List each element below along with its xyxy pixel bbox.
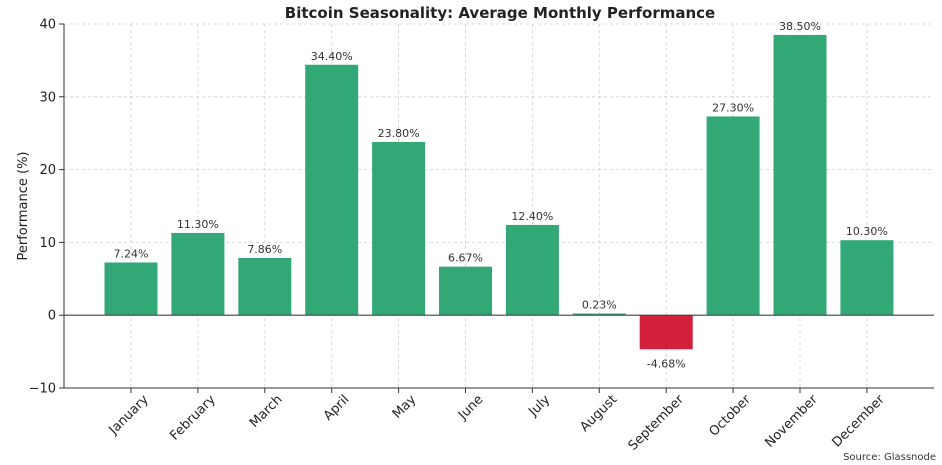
data-label: 11.30% (177, 218, 219, 231)
x-tick-label: January (106, 392, 152, 438)
y-tick-label: 30 (39, 90, 56, 105)
bar-january (104, 262, 158, 316)
bar-july (505, 224, 559, 316)
bar-october (706, 116, 760, 316)
data-label: 6.67% (448, 252, 483, 265)
axes (63, 24, 934, 389)
data-label: 10.30% (846, 225, 888, 238)
data-label: 23.80% (378, 127, 420, 140)
y-tick-label: 0 (48, 309, 56, 324)
bar-september (639, 315, 693, 350)
x-tick-label: August (577, 392, 620, 435)
data-label: 12.40% (511, 210, 553, 223)
chart-title: Bitcoin Seasonality: Average Monthly Per… (285, 4, 715, 22)
x-tick-label: December (829, 392, 888, 451)
bar-june (439, 266, 492, 316)
data-label: 34.40% (311, 50, 353, 63)
y-tick-label: 10 (39, 236, 56, 251)
bars (64, 34, 934, 350)
x-tick-label: September (626, 392, 688, 454)
data-label: 0.23% (582, 299, 617, 312)
x-tick-label: June (455, 392, 486, 423)
y-tick-label: 20 (39, 163, 56, 178)
bar-august (572, 313, 626, 316)
data-labels: 7.24% 11.30% 7.86% 34.40% 23.80% 6.67% 12.40% 0… (114, 20, 888, 370)
x-tick-label: October (707, 392, 755, 440)
data-label: 7.24% (114, 247, 149, 260)
bar-march (238, 257, 292, 316)
x-tick-label: April (321, 392, 353, 424)
data-label: -4.68% (647, 357, 686, 370)
x-tick-label: November (762, 392, 821, 451)
x-tick-label: May (390, 392, 420, 422)
bar-december (840, 240, 894, 316)
bar-february (171, 232, 225, 316)
x-tick-label: March (247, 392, 286, 431)
x-tick-label: July (525, 392, 553, 420)
y-tick-label: 40 (39, 18, 56, 33)
bar-april (305, 64, 359, 316)
y-tick-label: −10 (29, 382, 56, 397)
x-tick-label: February (167, 392, 219, 444)
data-label: 38.50% (779, 20, 821, 33)
source-note: Source: Glassnode (843, 452, 936, 463)
y-axis-label: Performance (%) (16, 151, 31, 260)
data-label: 27.30% (712, 101, 754, 114)
bar-november (773, 34, 827, 316)
bar-may (372, 141, 426, 316)
data-label: 7.86% (247, 243, 282, 256)
